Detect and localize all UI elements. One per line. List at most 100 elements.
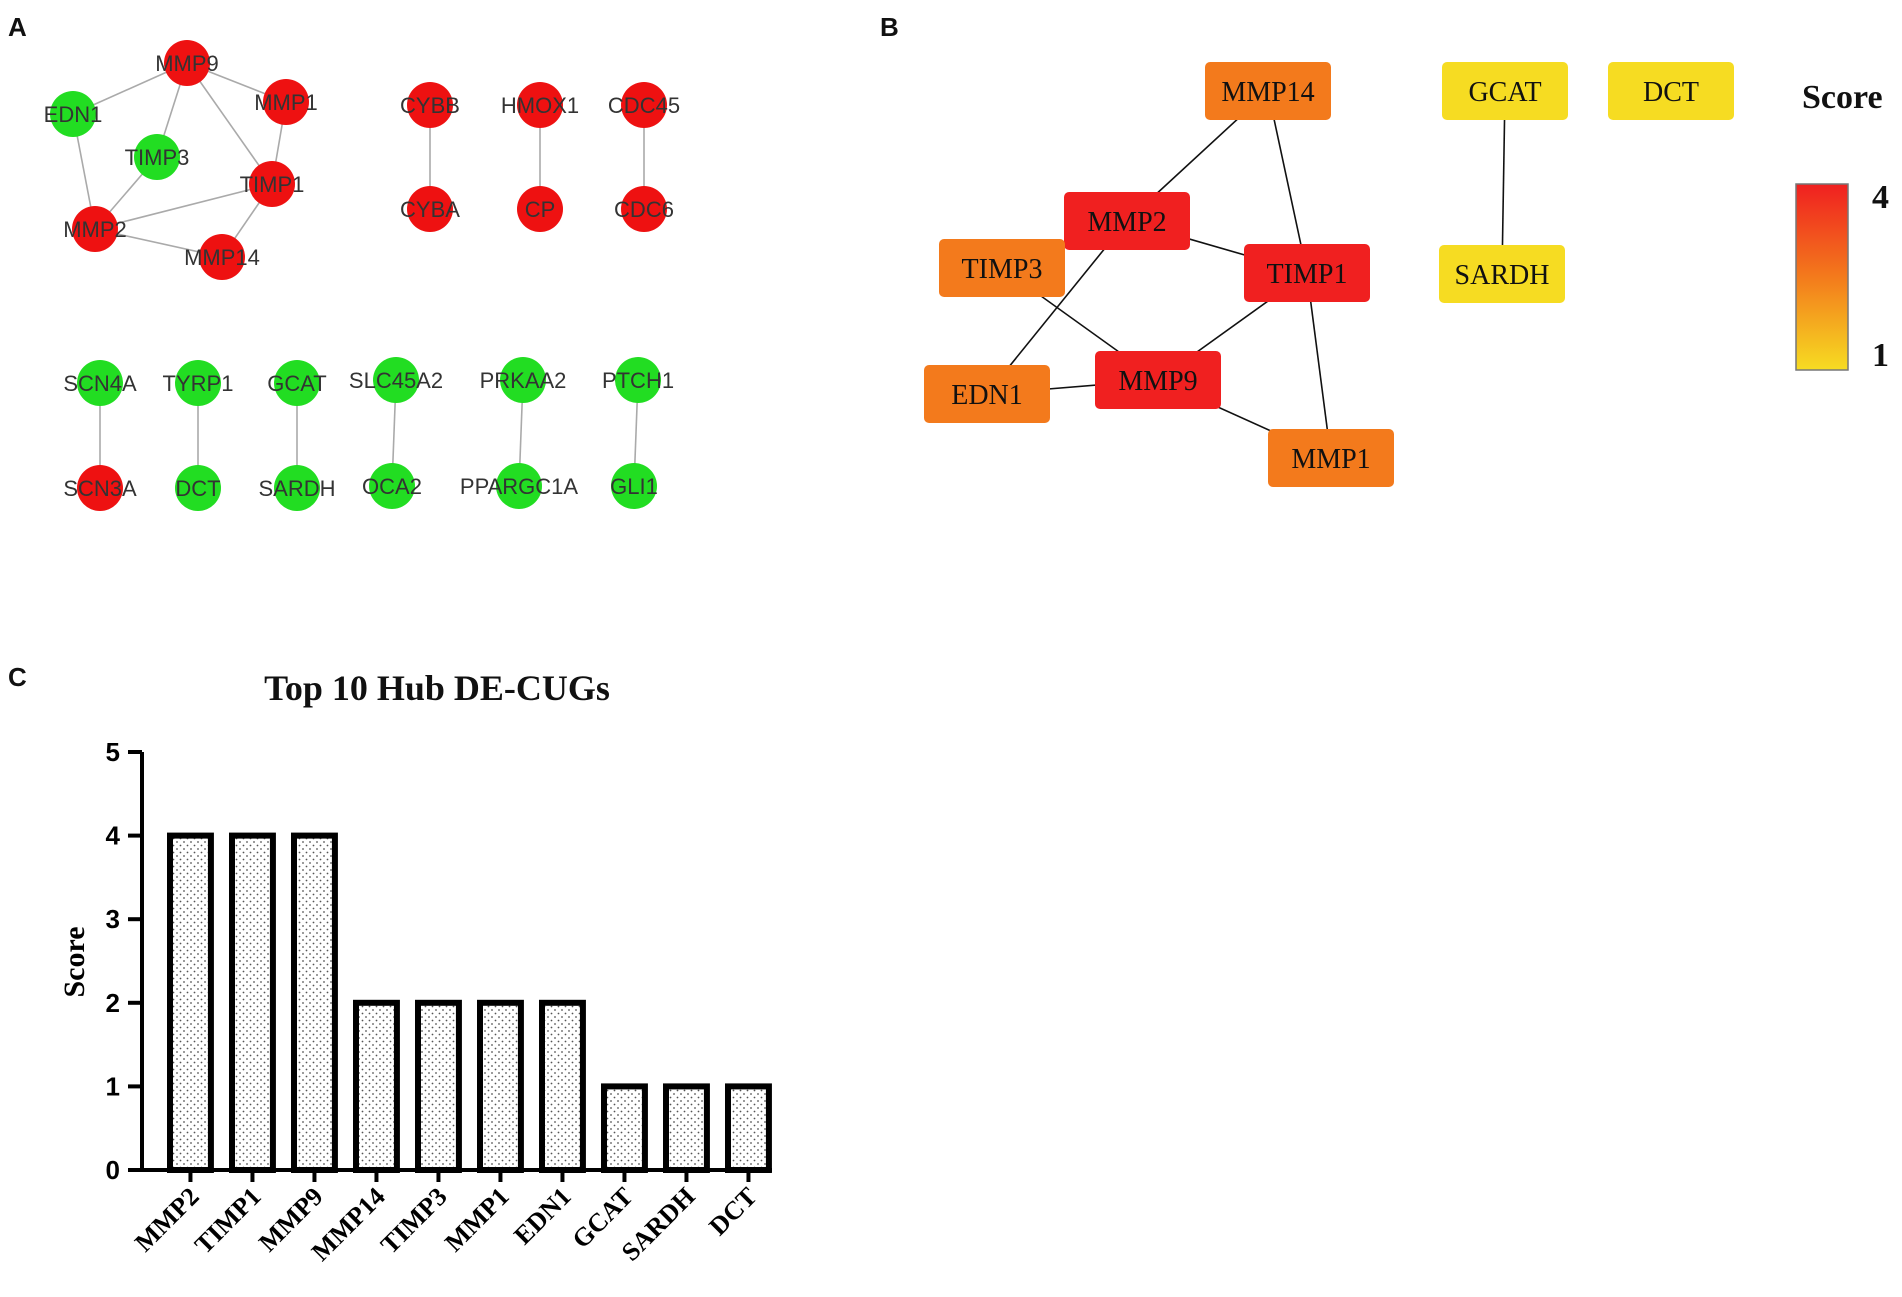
- node-a-scn4a: SCN4A: [63, 360, 137, 406]
- node-b-dct: DCT: [1608, 62, 1734, 120]
- bars: [167, 832, 772, 1174]
- node-a-circle: [164, 40, 210, 86]
- node-a-label: CYBA: [400, 197, 460, 222]
- node-a-circle: [175, 465, 221, 511]
- network-b: MMP14 GCAT DCT MMP2 TIMP3 TIMP1 SARDH EDN1 MMP9 M…: [924, 62, 1734, 487]
- node-a-circle: [77, 465, 123, 511]
- panel-label-c: C: [8, 662, 27, 692]
- node-a-mmp14: MMP14: [184, 234, 260, 280]
- y-tick-label: 3: [106, 904, 120, 934]
- node-a-circle: [500, 357, 546, 403]
- node-a-cdc6: CDC6: [614, 186, 674, 232]
- network-a-nodes: MMP9 MMP1 EDN1 TIMP3 TIMP1 MMP2 MMP14 CYBB CYBA H…: [44, 40, 680, 511]
- node-a-label: CDC6: [614, 197, 674, 222]
- chart-title: Top 10 Hub DE-CUGs: [264, 668, 610, 708]
- node-a-tyrp1: TYRP1: [163, 360, 234, 406]
- node-a-circle: [621, 82, 667, 128]
- node-a-label: DCT: [175, 476, 220, 501]
- bar-gcat: [601, 1083, 648, 1174]
- node-a-label: GCAT: [267, 371, 326, 396]
- node-b-box: [939, 239, 1065, 297]
- y-tick-label: 1: [106, 1071, 120, 1101]
- node-a-label: MMP14: [184, 245, 260, 270]
- y-tick-label: 5: [106, 737, 120, 767]
- edge-a-timp1-mmp2: [94, 183, 273, 230]
- node-b-box: [1244, 244, 1370, 302]
- node-b-label: TIMP3: [962, 254, 1043, 285]
- node-a-prkaa2: PRKAA2: [480, 357, 567, 403]
- edge-a-mmp9-timp1: [186, 62, 273, 185]
- node-a-timp1: TIMP1: [240, 161, 304, 207]
- node-a-circle: [134, 134, 180, 180]
- node-a-circle: [369, 463, 415, 509]
- x-tick-label-timp3: TIMP3: [375, 1182, 453, 1260]
- node-a-label: CP: [525, 197, 556, 222]
- node-a-timp3: TIMP3: [125, 134, 190, 180]
- network-a-edges: [72, 62, 645, 488]
- node-a-ppargc1a: PPARGC1A: [460, 463, 578, 509]
- node-a-circle: [407, 186, 453, 232]
- bar-edn1: [539, 999, 586, 1173]
- x-tick-label-mmp2: MMP2: [129, 1182, 205, 1258]
- node-a-label: CDC45: [608, 93, 680, 118]
- node-a-label: GLI1: [610, 474, 658, 499]
- node-b-mmp14: MMP14: [1205, 62, 1331, 120]
- node-a-circle: [407, 82, 453, 128]
- node-b-label: EDN1: [951, 380, 1023, 411]
- node-b-label: DCT: [1643, 77, 1699, 108]
- scale-gradient-bar: [1795, 183, 1849, 371]
- node-a-sardh: SARDH: [258, 465, 336, 511]
- y-tick-label: 2: [106, 988, 120, 1018]
- node-a-edn1: EDN1: [44, 91, 102, 137]
- score-color-scale: Score 4 1: [1795, 79, 1889, 374]
- node-a-circle: [621, 186, 667, 232]
- node-a-label: SARDH: [258, 476, 335, 501]
- node-b-box: [1205, 62, 1331, 120]
- node-a-mmp2: MMP2: [63, 206, 127, 252]
- node-a-circle: [611, 463, 657, 509]
- bar-mmp2: [167, 832, 214, 1173]
- node-a-label: TYRP1: [163, 371, 234, 396]
- node-b-sardh: SARDH: [1439, 245, 1565, 303]
- node-b-gcat: GCAT: [1442, 62, 1568, 120]
- bar-mmp1: [477, 999, 524, 1173]
- node-a-label: MMP1: [254, 90, 318, 115]
- panel-label-b: B: [880, 12, 899, 42]
- bar-mmp14: [353, 999, 400, 1173]
- x-tick-label-timp1: TIMP1: [189, 1182, 267, 1260]
- node-a-ptch1: PTCH1: [602, 357, 674, 403]
- node-a-circle: [175, 360, 221, 406]
- bar-mmp9: [291, 832, 338, 1173]
- node-b-box: [924, 365, 1050, 423]
- node-a-mmp1: MMP1: [254, 79, 318, 125]
- x-tick-label-edn1: EDN1: [508, 1182, 577, 1251]
- node-b-label: MMP1: [1291, 444, 1370, 475]
- node-a-circle: [517, 186, 563, 232]
- node-a-cdc45: CDC45: [608, 82, 680, 128]
- node-b-box: [1095, 351, 1221, 409]
- y-axis-ticks: 0 1 2 3 4 5: [106, 737, 142, 1185]
- node-a-label: TIMP3: [125, 145, 190, 170]
- node-b-label: TIMP1: [1267, 259, 1348, 290]
- node-b-timp1: TIMP1: [1244, 244, 1370, 302]
- node-a-circle: [263, 79, 309, 125]
- node-b-box: [1064, 192, 1190, 250]
- node-b-box: [1268, 429, 1394, 487]
- network-b-nodes: MMP14 GCAT DCT MMP2 TIMP3 TIMP1 SARDH EDN1 MMP9 M…: [924, 62, 1734, 487]
- node-a-circle: [517, 82, 563, 128]
- node-a-label: MMP9: [155, 51, 219, 76]
- scale-title: Score: [1802, 79, 1883, 116]
- node-a-circle: [615, 357, 661, 403]
- bar-timp1: [229, 832, 276, 1173]
- node-a-gcat: GCAT: [267, 360, 327, 406]
- node-a-label: SCN4A: [63, 371, 137, 396]
- node-a-cp: CP: [517, 186, 563, 232]
- node-a-dct: DCT: [175, 465, 221, 511]
- node-a-label: OCA2: [362, 474, 422, 499]
- node-a-scn3a: SCN3A: [63, 465, 137, 511]
- node-b-box: [1608, 62, 1734, 120]
- node-a-oca2: OCA2: [362, 463, 422, 509]
- node-b-mmp9: MMP9: [1095, 351, 1221, 409]
- node-a-label: PRKAA2: [480, 368, 567, 393]
- node-a-circle: [496, 463, 542, 509]
